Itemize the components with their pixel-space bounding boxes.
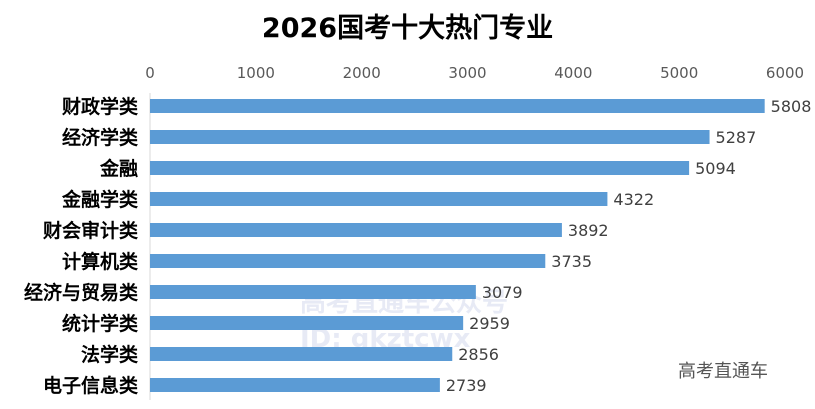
x-tick-label: 4000	[554, 64, 592, 82]
category-label: 经济学类	[62, 126, 138, 149]
bar	[150, 161, 690, 175]
bar	[150, 223, 562, 237]
bar	[150, 130, 710, 144]
data-label: 5287	[716, 128, 757, 147]
data-label: 2959	[469, 314, 510, 333]
bar	[150, 192, 608, 206]
data-label: 5094	[695, 159, 736, 178]
bar	[150, 316, 464, 330]
category-label: 金融	[99, 157, 138, 180]
bar	[150, 254, 546, 268]
data-label: 2739	[446, 376, 487, 395]
category-label: 电子信息类	[43, 374, 138, 397]
x-tick-label: 2000	[343, 64, 381, 82]
data-label: 5808	[771, 97, 812, 116]
category-label: 计算机类	[62, 250, 138, 273]
watermark-corner: 高考直通车	[678, 361, 768, 382]
data-label: 3892	[568, 221, 609, 240]
category-label: 财政学类	[62, 95, 138, 118]
x-tick-label: 3000	[448, 64, 486, 82]
bar	[150, 378, 440, 392]
data-label: 3735	[551, 252, 592, 271]
chart-title: 2026国考十大热门专业	[261, 13, 554, 44]
category-label: 金融学类	[61, 188, 138, 211]
x-tick-label: 6000	[766, 64, 804, 82]
x-tick-label: 0	[145, 64, 155, 82]
data-label: 3079	[482, 283, 523, 302]
category-label: 财会审计类	[43, 219, 138, 242]
bar	[150, 285, 476, 299]
data-label: 2856	[458, 345, 499, 364]
category-label: 统计学类	[62, 312, 138, 335]
data-label: 4322	[613, 190, 654, 209]
x-tick-label: 5000	[660, 64, 698, 82]
category-label: 法学类	[81, 343, 138, 366]
x-tick-label: 1000	[237, 64, 275, 82]
category-label: 经济与贸易类	[24, 281, 138, 304]
bar	[150, 347, 453, 361]
bar	[150, 99, 765, 113]
